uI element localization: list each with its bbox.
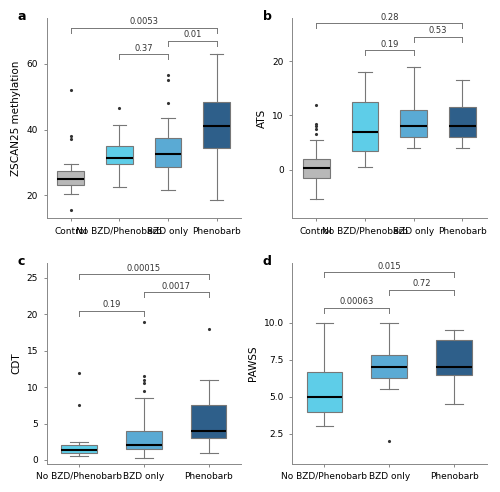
PathPatch shape: [191, 405, 226, 438]
PathPatch shape: [106, 146, 133, 164]
Text: 0.01: 0.01: [183, 31, 202, 39]
PathPatch shape: [306, 371, 342, 412]
Text: d: d: [263, 255, 272, 268]
Text: 0.28: 0.28: [380, 13, 398, 22]
PathPatch shape: [400, 110, 427, 137]
PathPatch shape: [352, 102, 378, 151]
Text: 0.53: 0.53: [428, 27, 447, 35]
PathPatch shape: [449, 107, 475, 137]
PathPatch shape: [154, 138, 182, 167]
Text: c: c: [18, 255, 24, 268]
Text: 0.015: 0.015: [378, 262, 401, 271]
Y-axis label: ATS: ATS: [256, 109, 266, 128]
Text: 0.0017: 0.0017: [162, 282, 190, 291]
Text: 0.37: 0.37: [134, 43, 153, 53]
Y-axis label: ZSCAN25 methylation: ZSCAN25 methylation: [11, 61, 21, 176]
Y-axis label: CDT: CDT: [11, 353, 21, 374]
PathPatch shape: [58, 171, 84, 185]
Text: a: a: [18, 10, 26, 23]
Y-axis label: PAWSS: PAWSS: [248, 345, 258, 381]
Text: b: b: [263, 10, 272, 23]
Text: 0.00015: 0.00015: [126, 264, 161, 273]
Text: 0.19: 0.19: [380, 40, 398, 49]
Text: 0.0053: 0.0053: [130, 17, 158, 26]
Text: 0.00063: 0.00063: [340, 297, 374, 306]
PathPatch shape: [204, 102, 230, 148]
PathPatch shape: [303, 159, 330, 178]
Text: 0.19: 0.19: [102, 300, 120, 309]
Text: 0.72: 0.72: [412, 279, 431, 288]
PathPatch shape: [61, 445, 97, 453]
PathPatch shape: [126, 431, 162, 449]
PathPatch shape: [436, 340, 472, 374]
PathPatch shape: [372, 355, 407, 377]
